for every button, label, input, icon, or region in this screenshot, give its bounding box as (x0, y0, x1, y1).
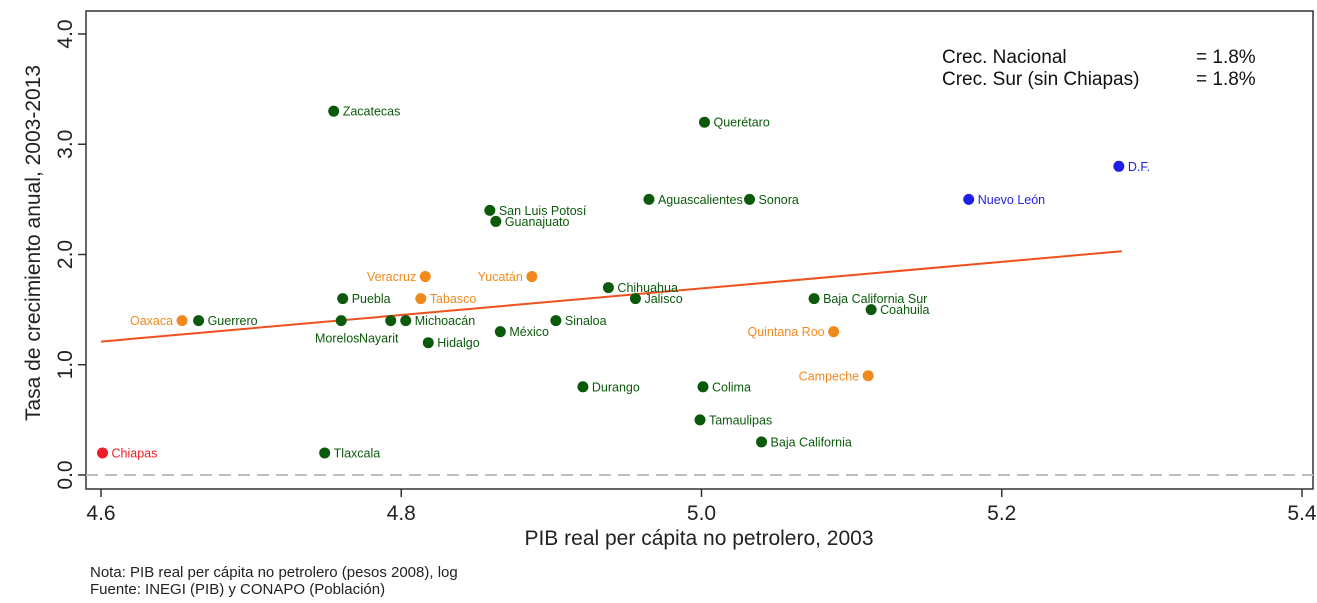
x-tick-label: 5.0 (687, 502, 716, 525)
points-layer (97, 105, 1125, 459)
label-chihuahua: Chihuahua (617, 281, 678, 295)
point-baja-california (756, 436, 768, 448)
x-axis-title: PIB real per cápita no petrolero, 2003 (524, 527, 873, 550)
x-tick-label: 5.2 (987, 502, 1016, 525)
point-coahuila (865, 304, 877, 316)
point-nayarit (385, 315, 397, 327)
point-chiapas (97, 447, 109, 459)
label-zacatecas: Zacatecas (343, 105, 401, 119)
x-tick-label: 4.6 (86, 502, 115, 525)
label-jalisco: Jalisco (644, 292, 682, 306)
point-michoacan (400, 315, 412, 327)
label-michoacan: Michoacán (415, 314, 475, 328)
label-d-f: D.F. (1128, 160, 1150, 174)
point-guerrero (193, 315, 205, 327)
label-mexico: México (509, 325, 549, 339)
point-campeche (862, 370, 874, 382)
y-tick-label: 0.0 (54, 460, 77, 489)
label-oaxaca: Oaxaca (130, 314, 173, 328)
label-coahuila: Coahuila (880, 303, 929, 317)
point-durango (577, 381, 589, 393)
point-puebla (337, 293, 349, 305)
point-sonora (744, 193, 756, 205)
stat-label-sur: Crec. Sur (sin Chiapas) (942, 69, 1139, 90)
point-tlaxcala (319, 447, 331, 459)
point-morelos (335, 315, 347, 327)
label-nayarit: Nayarit (359, 332, 399, 346)
point-guanajuato (490, 215, 502, 227)
label-morelos: Morelos (315, 332, 359, 346)
point-jalisco (629, 293, 641, 305)
point-chihuahua (602, 282, 614, 294)
source-text: Fuente: INEGI (PIB) y CONAPO (Población) (90, 581, 385, 598)
label-hidalgo: Hidalgo (437, 336, 479, 350)
point-queretaro (699, 116, 711, 128)
stat-value-nacional: = 1.8% (1196, 47, 1256, 68)
label-guerrero: Guerrero (208, 314, 258, 328)
point-tamaulipas (694, 414, 706, 426)
y-tick-label: 3.0 (54, 130, 77, 159)
label-queretaro: Querétaro (714, 116, 770, 130)
point-labels-layer: Zacatecas Querétaro D.F. Nuevo León Aguascal… (112, 105, 1151, 461)
trend-line (100, 250, 1122, 343)
point-aguascalientes (643, 193, 655, 205)
y-axis: 0.0 1.0 2.0 3.0 4.0 (54, 19, 86, 490)
point-zacatecas (328, 105, 340, 117)
label-tlaxcala: Tlaxcala (334, 446, 381, 460)
label-veracruz: Veracruz (367, 270, 416, 284)
point-sinaloa (550, 315, 562, 327)
y-tick-label: 2.0 (54, 240, 77, 269)
stat-label-nacional: Crec. Nacional (942, 47, 1067, 68)
x-tick-label: 5.4 (1287, 502, 1317, 525)
label-guanajuato: Guanajuato (505, 215, 570, 229)
label-san-luis-potosi: San Luis Potosí (499, 204, 587, 218)
label-aguascalientes: Aguascalientes (658, 193, 743, 207)
point-quintana-roo (828, 326, 840, 338)
point-d-f (1113, 160, 1125, 172)
x-tick-label: 4.8 (387, 502, 416, 525)
point-colima (697, 381, 709, 393)
label-puebla: Puebla (352, 292, 391, 306)
y-tick-label: 1.0 (54, 350, 77, 379)
stat-value-sur: = 1.8% (1196, 69, 1256, 90)
label-durango: Durango (592, 380, 640, 394)
label-colima: Colima (712, 380, 751, 394)
point-yucatan (526, 271, 538, 283)
label-nuevo-leon: Nuevo León (978, 193, 1045, 207)
label-sonora: Sonora (759, 193, 799, 207)
plot-frame (85, 10, 1314, 490)
label-baja-california: Baja California (771, 435, 852, 449)
y-axis-title: Tasa de crecimiento anual, 2003-2013 (22, 65, 45, 421)
point-veracruz (419, 271, 431, 283)
note-text: Nota: PIB real per cápita no petrolero (… (90, 564, 458, 581)
point-baja-california-sur (808, 293, 820, 305)
label-sinaloa: Sinaloa (565, 314, 607, 328)
label-chiapas: Chiapas (112, 446, 158, 460)
stats-box: Crec. Nacional = 1.8% Crec. Sur (sin Chi… (942, 47, 1256, 90)
point-hidalgo (422, 337, 434, 349)
point-oaxaca (176, 315, 188, 327)
label-baja-california-sur: Baja California Sur (823, 292, 927, 306)
point-tabasco (415, 293, 427, 305)
label-campeche: Campeche (799, 369, 859, 383)
point-nuevo-leon (963, 193, 975, 205)
label-quintana-roo: Quintana Roo (747, 325, 824, 339)
label-yucatan: Yucatán (478, 270, 523, 284)
y-tick-label: 4.0 (54, 19, 77, 48)
point-san-luis-potosi (484, 204, 496, 216)
x-axis: 4.6 4.8 5.0 5.2 5.4 (86, 489, 1317, 525)
point-mexico (494, 326, 506, 338)
label-tabasco: Tabasco (430, 292, 477, 306)
label-tamaulipas: Tamaulipas (709, 413, 772, 427)
